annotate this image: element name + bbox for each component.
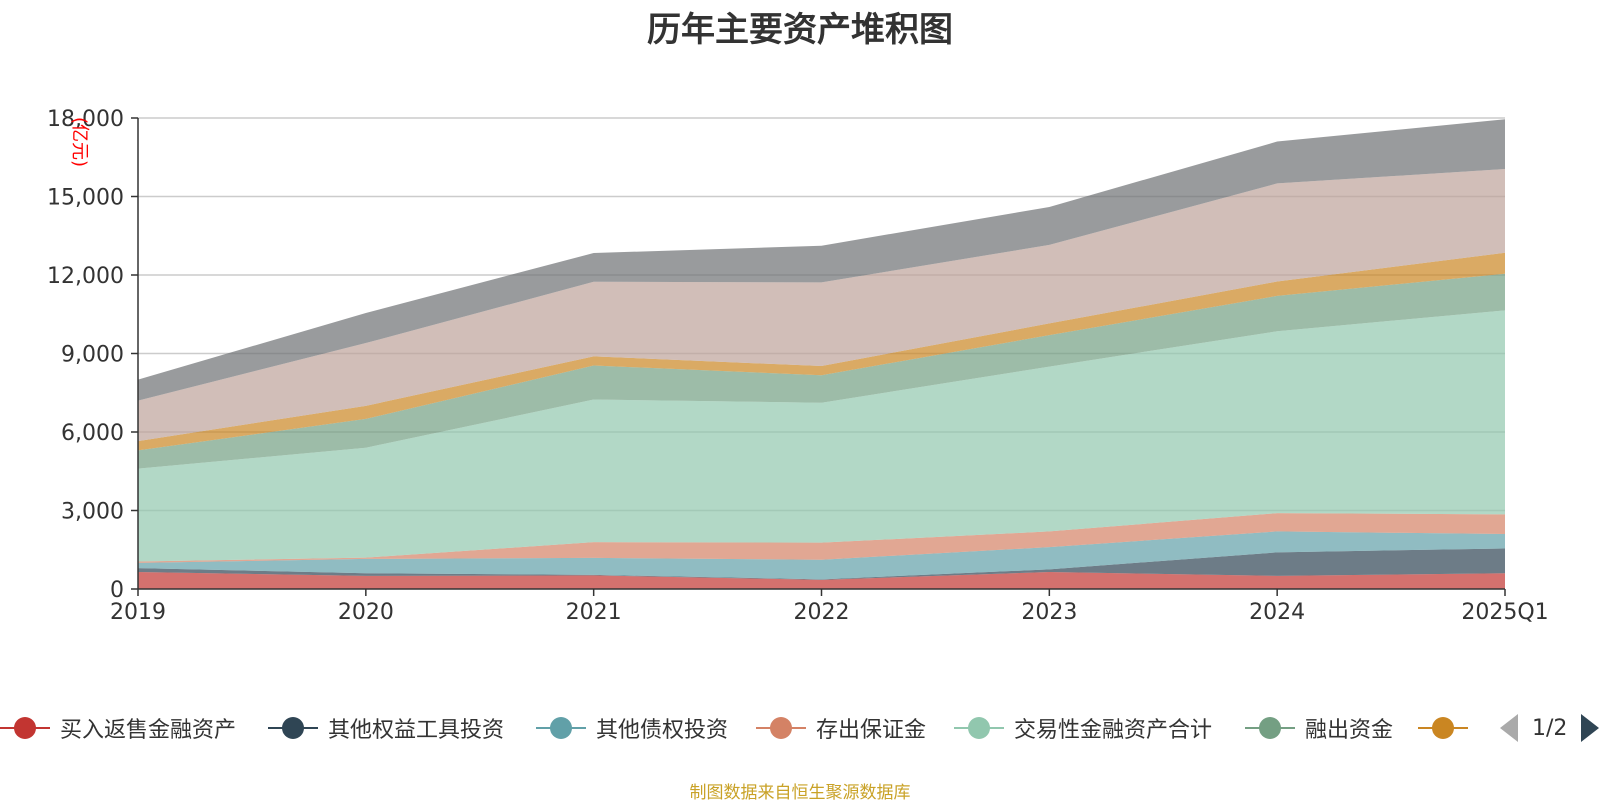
legend-marker-icon — [268, 708, 318, 748]
legend-page-indicator: 1/2 — [1532, 715, 1568, 741]
area-series-1 — [138, 571, 1505, 589]
area-series-7 — [138, 252, 1505, 451]
legend-pager: 1/2 — [1500, 708, 1600, 748]
legend-item-3[interactable]: 其他债权投资 — [536, 708, 728, 748]
legend-item-2[interactable]: 其他权益工具投资 — [268, 708, 504, 748]
y-tick-label: 3,000 — [61, 500, 124, 525]
x-tick-label: 2019 — [110, 600, 166, 625]
legend-label: 存出保证金 — [816, 718, 927, 743]
y-tick-label: 9,000 — [61, 343, 124, 368]
legend-marker-icon — [0, 708, 50, 748]
legend-next-page-icon[interactable] — [1581, 714, 1600, 742]
legend-label: 其他债权投资 — [596, 718, 729, 743]
y-tick-label: 12,000 — [47, 264, 124, 289]
area-series-2 — [138, 548, 1505, 580]
legend-marker-icon — [1245, 708, 1295, 748]
y-axis-label: (亿元) — [69, 117, 90, 167]
area-series-6 — [138, 273, 1505, 469]
chart-title: 历年主要资产堆积图 — [647, 10, 953, 50]
x-tick-label: 2020 — [338, 600, 394, 625]
legend-label: 融出资金 — [1305, 718, 1394, 743]
legend: 买入返售金融资产 其他权益工具投资 其他债权投资 存出保证金 交易性金融资产合计 融出资金 — [0, 708, 1600, 748]
legend-item-1[interactable]: 买入返售金融资产 — [0, 708, 236, 748]
x-tick-label: 2023 — [1021, 600, 1077, 625]
source-note: 制图数据来自恒生聚源数据库 — [689, 783, 911, 803]
legend-label: 交易性金融资产合计 — [1014, 718, 1213, 743]
axes: 0 3,000 6,000 9,000 12,000 15,000 18,000 2019 20… — [47, 107, 1549, 625]
y-tick-label: 0 — [110, 578, 124, 603]
legend-marker-icon — [756, 708, 806, 748]
area-series-3 — [138, 531, 1505, 580]
stacked-area-chart: 0 3,000 6,000 9,000 12,000 15,000 18,000 2019 20… — [47, 107, 1549, 625]
x-tick-label: 2024 — [1249, 600, 1305, 625]
x-tick-label: 2021 — [566, 600, 622, 625]
legend-marker-icon — [1418, 708, 1468, 748]
x-tick-label: 2025Q1 — [1461, 600, 1548, 625]
legend-marker-icon — [536, 708, 586, 748]
legend-item-6[interactable]: 融出资金 — [1245, 708, 1393, 748]
legend-item-4[interactable]: 存出保证金 — [756, 708, 926, 748]
area-series — [138, 119, 1505, 589]
legend-item-7[interactable] — [1418, 708, 1468, 748]
legend-prev-page-icon[interactable] — [1500, 714, 1518, 742]
area-series-9 — [138, 119, 1505, 401]
legend-item-5[interactable]: 交易性金融资产合计 — [954, 708, 1212, 748]
x-tick-label: 2022 — [794, 600, 850, 625]
y-tick-label: 15,000 — [47, 186, 124, 211]
area-series-8 — [138, 169, 1505, 442]
area-series-4 — [138, 513, 1505, 563]
legend-marker-icon — [954, 708, 1004, 748]
legend-label: 买入返售金融资产 — [60, 718, 237, 743]
legend-label: 其他权益工具投资 — [328, 718, 505, 743]
area-series-5 — [138, 310, 1505, 562]
y-tick-label: 6,000 — [61, 421, 124, 446]
y-tick-label: 18,000 — [47, 107, 124, 132]
